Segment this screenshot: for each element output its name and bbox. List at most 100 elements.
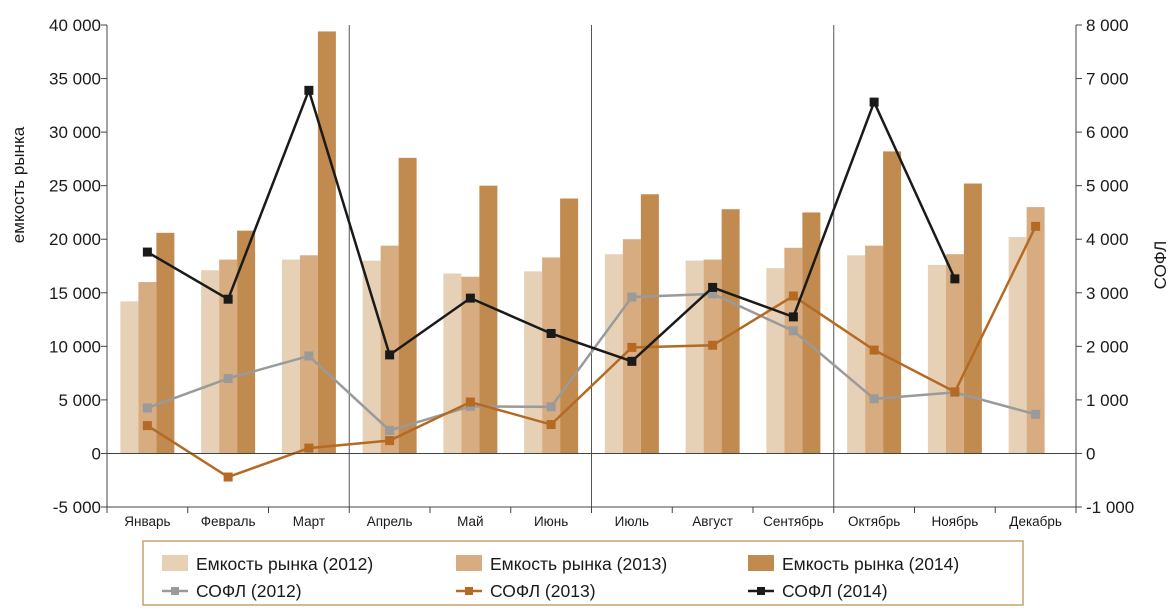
legend-marker [465,587,473,595]
line-series-1 [146,292,1036,432]
x-tick-label: Март [293,514,325,529]
bar-3-Март [317,31,336,454]
bar-1-Октябрь [847,255,866,454]
bar-1-Июнь [524,271,543,454]
point-series-3 [142,247,152,257]
x-tick-label: Сентябрь [763,514,823,529]
x-tick-label: Май [457,514,483,529]
legend-swatch [162,555,188,571]
point-series-3 [869,97,879,107]
y2-tick-label: 4 000 [1086,230,1129,249]
bar-3-Октябрь [883,151,902,454]
quarter-separators [348,25,835,507]
bar-2-Сентябрь [784,247,803,454]
point-series-2 [142,421,152,431]
legend-label: СОФЛ (2013) [490,581,596,601]
bar-3-Февраль [237,230,256,454]
y2-axis-title: СОФЛ [1151,241,1170,290]
point-series-1 [142,403,152,413]
y2-tick-label: 6 000 [1086,123,1129,142]
y-axis-title: емкость рынка [9,126,28,243]
x-tick-label: Июнь [534,514,568,529]
point-series-3 [223,294,233,304]
bar-1-Март [281,259,300,454]
y-tick-label: 15 000 [49,284,101,303]
y2-tick-label: 3 000 [1086,284,1129,303]
bar-1-Апрель [362,260,381,454]
point-series-3 [385,350,395,360]
point-series-1 [223,373,233,383]
legend-frame [142,540,1024,606]
bar-3-Июль [640,194,659,454]
bar-2-Февраль [219,259,238,454]
x-tick-label: Октябрь [848,514,900,529]
bar-2-Апрель [380,245,399,454]
y-tick-label: 0 [92,444,101,463]
point-series-2 [627,342,637,352]
bar-1-Август [685,260,704,454]
bar-3-Июнь [560,198,579,454]
y2-tick-label: 0 [1086,444,1095,463]
point-series-2 [708,340,718,350]
legend-swatch [456,555,482,571]
bar-3-Август [721,209,740,454]
point-series-1 [627,292,637,302]
legend-label: СОФЛ (2014) [782,581,888,601]
y2-tick-label: 7 000 [1086,70,1129,89]
point-series-1 [304,351,314,361]
legend-label: Емкость рынка (2012) [196,554,373,574]
axes [101,24,1082,513]
legend-swatch [748,555,774,571]
point-series-2 [465,397,475,407]
legend-label: Емкость рынка (2013) [490,554,667,574]
point-series-3 [950,274,960,284]
bar-3-Май [479,185,498,454]
point-series-3 [788,312,798,322]
x-tick-label: Ноябрь [931,514,978,529]
y-tick-label: 30 000 [49,123,101,142]
point-series-1 [708,289,718,299]
bar-2-Август [703,259,722,454]
y2-tick-label: 2 000 [1086,337,1129,356]
point-series-3 [627,356,637,366]
line-series-2 [146,225,1037,479]
x-tick-label: Июль [615,514,649,529]
x-tick-label: Август [692,514,733,529]
point-series-3 [465,293,475,303]
y-tick-label: 20 000 [49,230,101,249]
y2-tick-label: 8 000 [1086,16,1129,35]
point-series-3 [304,85,314,95]
point-series-3 [708,282,718,292]
bar-1-Декабрь [1008,237,1027,454]
x-tick-label: Апрель [367,514,413,529]
point-series-2 [1031,221,1041,231]
bar-3-Ноябрь [963,183,982,454]
x-tick-label: Январь [124,514,170,529]
line-series-group [142,85,1041,482]
point-series-1 [546,402,556,412]
point-series-1 [385,425,395,435]
legend-label: СОФЛ (2012) [196,581,302,601]
y-tick-label: 40 000 [49,16,101,35]
y-tick-label: 10 000 [49,337,101,356]
legend-label: Емкость рынка (2014) [782,554,959,574]
bar-3-Сентябрь [802,212,821,454]
point-series-2 [869,345,879,355]
bar-1-Январь [120,301,139,454]
y-tick-label: 35 000 [49,70,101,89]
bar-1-Сентябрь [766,268,785,454]
point-series-1 [1031,409,1041,419]
y-tick-label: -5 000 [53,498,101,517]
legend: Емкость рынка (2012) Емкость рынка (2013)… [142,540,1024,606]
x-tick-label: Декабрь [1009,514,1062,529]
bar-2-Ноябрь [945,254,964,454]
y2-tick-label: 5 000 [1086,177,1129,196]
y-tick-label: 25 000 [49,177,101,196]
bar-3-Апрель [398,157,417,454]
point-series-1 [869,394,879,404]
point-series-2 [546,420,556,430]
point-series-2 [788,291,798,301]
tick-labels: -5 000 0 5 000 10 000 15 000 20 000 25 000 30 0… [49,16,1134,529]
x-tick-label: Февраль [201,514,256,529]
